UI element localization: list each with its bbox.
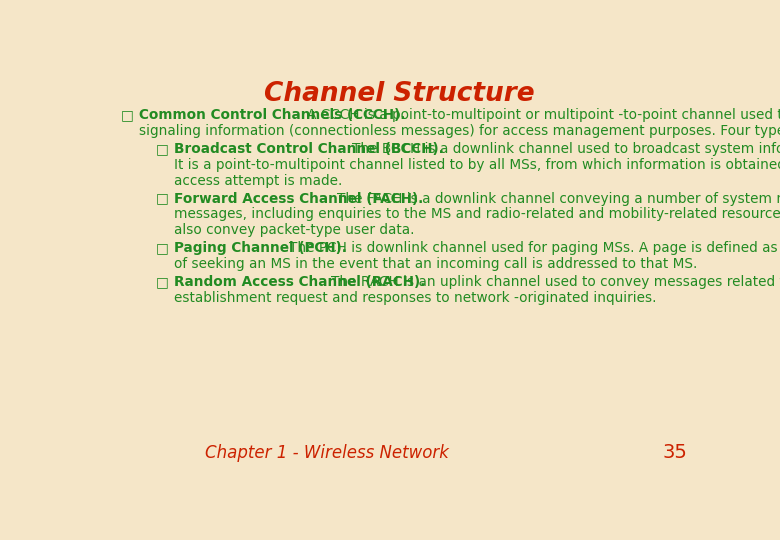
Text: also convey packet-type user data.: also convey packet-type user data. [174, 223, 414, 237]
Text: establishment request and responses to network -originated inquiries.: establishment request and responses to n… [174, 291, 656, 305]
Text: A CCCH is a point-to-multipoint or multipoint -to-point channel used to convey: A CCCH is a point-to-multipoint or multi… [307, 109, 780, 123]
Text: signaling information (connectionless messages) for access management purposes. : signaling information (connectionless me… [139, 124, 780, 138]
Text: Channel Structure: Channel Structure [264, 82, 535, 107]
Text: It is a point-to-multipoint channel listed to by all MSs, from which information: It is a point-to-multipoint channel list… [174, 158, 780, 172]
Text: 35: 35 [662, 443, 687, 462]
Text: The PCH is downlink channel used for paging MSs. A page is defined as the proces: The PCH is downlink channel used for pag… [289, 241, 780, 255]
Text: Paging Channel (PCH).: Paging Channel (PCH). [174, 241, 346, 255]
Text: of seeking an MS in the event that an incoming call is addressed to that MS.: of seeking an MS in the event that an in… [174, 257, 697, 271]
Text: Broadcast Control Channel (BCCH).: Broadcast Control Channel (BCCH). [174, 142, 443, 156]
Text: □: □ [155, 192, 168, 206]
Text: access attempt is made.: access attempt is made. [174, 174, 342, 188]
Text: □: □ [120, 109, 133, 123]
Text: The RACH is an uplink channel used to convey messages related to call: The RACH is an uplink channel used to co… [332, 275, 780, 289]
Text: The FACH is a downlink channel conveying a number of system management: The FACH is a downlink channel conveying… [337, 192, 780, 206]
Text: □: □ [155, 142, 168, 156]
Text: □: □ [155, 241, 168, 255]
Text: Forward Access Channel (FACH).: Forward Access Channel (FACH). [174, 192, 423, 206]
Text: Common Control Channels (CCCH).: Common Control Channels (CCCH). [139, 109, 405, 123]
Text: messages, including enquiries to the MS and radio-related and mobility-related r: messages, including enquiries to the MS … [174, 207, 780, 221]
Text: □: □ [155, 275, 168, 289]
Text: The BCCH is a downlink channel used to broadcast system information.: The BCCH is a downlink channel used to b… [353, 142, 780, 156]
Text: Random Access Channel (RACH).: Random Access Channel (RACH). [174, 275, 425, 289]
Text: Chapter 1 - Wireless Network: Chapter 1 - Wireless Network [205, 444, 449, 462]
